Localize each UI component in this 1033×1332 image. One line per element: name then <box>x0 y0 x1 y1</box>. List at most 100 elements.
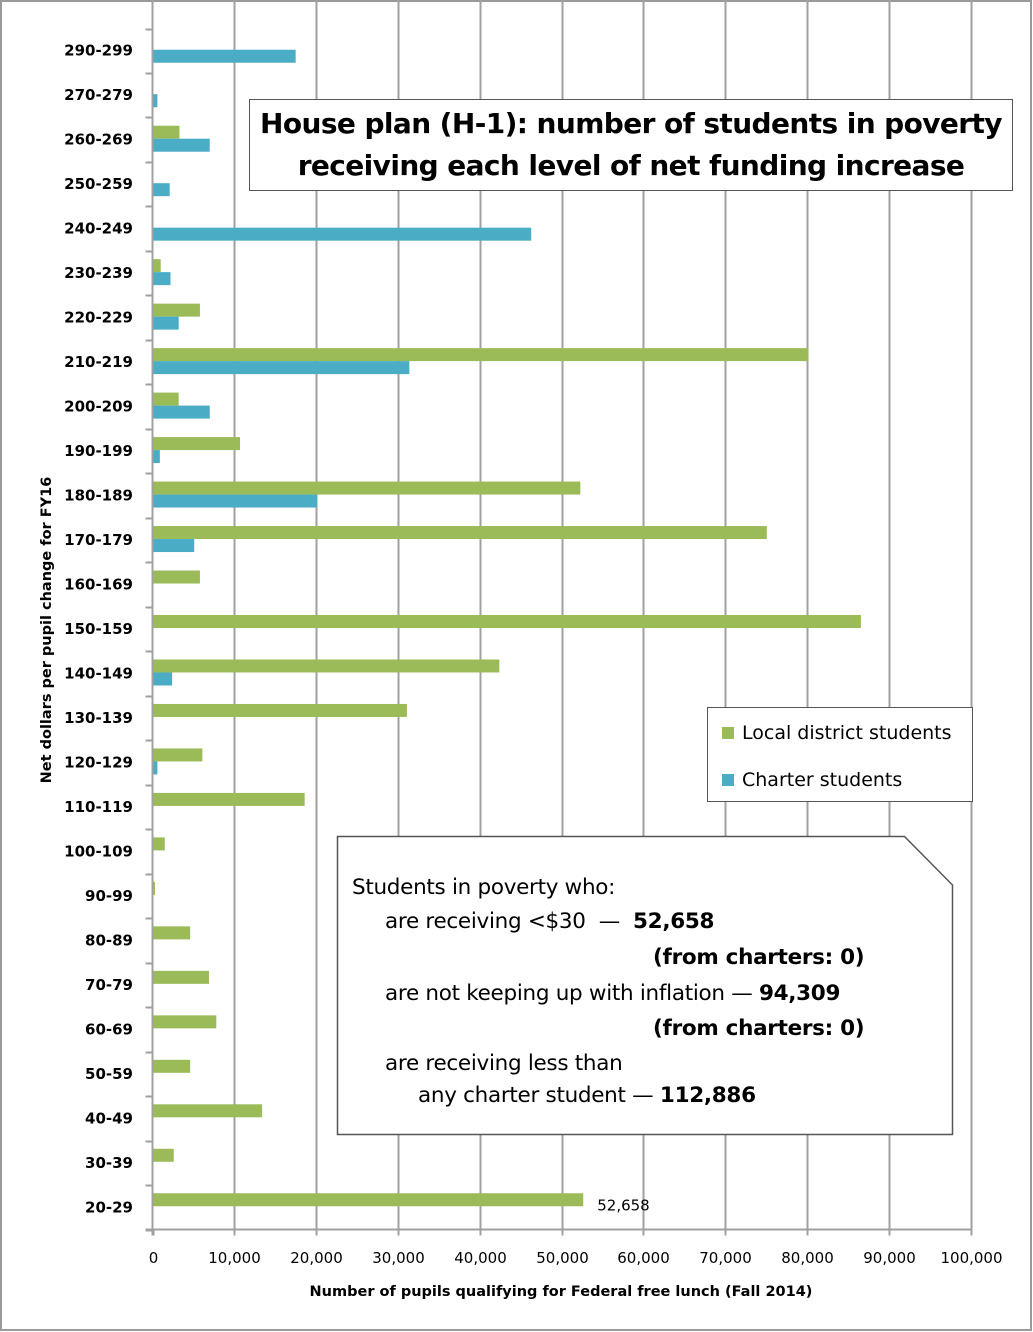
y-axis-title: Net dollars per pupil change for FY16 <box>39 477 55 784</box>
annotation-line-3: are receiving less than <box>385 1051 623 1076</box>
bar-charter-230-239 <box>152 272 171 286</box>
bar-local-110-119 <box>152 792 305 806</box>
legend-label-local: Local district students <box>742 722 952 744</box>
x-tick-label: 50,000 <box>536 1249 589 1267</box>
x-tick-label: 80,000 <box>781 1249 834 1267</box>
chart-title-box: House plan (H-1): number of students in … <box>249 99 1013 191</box>
category-label: 190-199 <box>64 442 133 460</box>
legend-label-charter: Charter students <box>742 769 903 791</box>
annotation-line-2-value: 94,309 <box>758 981 841 1006</box>
bar-local-230-239 <box>152 259 161 273</box>
category-label: 120-129 <box>64 753 133 771</box>
category-label: 110-119 <box>64 798 133 816</box>
category-label: 270-279 <box>64 86 133 104</box>
chart-title-line-2: receiving each level of net funding incr… <box>297 149 965 182</box>
annotation-heading: Students in poverty who: <box>352 875 616 900</box>
annotation-line-4-value: 112,886 <box>659 1083 756 1108</box>
annotation-line-1-text: are receiving <$30 — <box>385 909 634 934</box>
legend: Local district students Charter students <box>707 707 973 802</box>
x-tick-label: 10,000 <box>208 1249 261 1267</box>
bar-local-20-29 <box>152 1193 584 1207</box>
category-label: 230-239 <box>64 264 133 282</box>
annotation-line-1-sub-text: (from charters: 0) <box>653 945 865 970</box>
bar-local-150-159 <box>152 615 861 628</box>
annotation-line-2-sub-text: (from charters: 0) <box>653 1016 865 1041</box>
bar-charter-180-189 <box>152 494 317 508</box>
bar-charter-270-279 <box>152 94 158 108</box>
category-label: 90-99 <box>85 887 133 905</box>
category-label: 80-89 <box>85 931 133 949</box>
x-tick-label: 30,000 <box>372 1249 425 1267</box>
legend-swatch-charter <box>722 774 734 786</box>
category-label: 50-59 <box>85 1065 133 1083</box>
annotation-box <box>336 835 954 1136</box>
bar-charter-290-299 <box>152 49 296 63</box>
category-label: 140-149 <box>64 664 133 682</box>
bar-local-60-69 <box>152 1015 217 1029</box>
chart-title-line-1: House plan (H-1): number of students in … <box>260 107 1003 140</box>
category-label: 150-159 <box>64 620 133 638</box>
bar-charter-120-129 <box>152 761 158 775</box>
bar-local-100-109 <box>152 837 165 851</box>
category-label: 250-259 <box>64 175 133 193</box>
bar-charter-170-179 <box>152 539 195 553</box>
annotation-line-2: are not keeping up with inflation — 94,3… <box>385 981 840 1006</box>
category-label: 160-169 <box>64 576 133 594</box>
bar-local-180-189 <box>152 481 581 495</box>
annotation-line-2-text: are not keeping up with inflation — <box>385 981 759 1006</box>
category-label: 170-179 <box>64 531 133 549</box>
bar-charter-220-229 <box>152 316 179 330</box>
bar-local-90-99 <box>152 881 155 895</box>
bar-local-80-89 <box>152 926 191 940</box>
bar-local-70-79 <box>152 970 209 984</box>
category-label: 70-79 <box>85 976 133 994</box>
data-labels: 52,658 <box>597 1196 650 1214</box>
bar-local-210-219 <box>152 348 809 362</box>
legend-item-charter: Charter students <box>722 769 902 791</box>
category-label: 210-219 <box>64 353 133 371</box>
x-tick-label: 70,000 <box>699 1249 752 1267</box>
x-tick-label: 20,000 <box>290 1249 343 1267</box>
annotation-line-2-sub: (from charters: 0) <box>653 1016 865 1041</box>
legend-swatch-local <box>722 727 734 739</box>
x-tick-label: 60,000 <box>617 1249 670 1267</box>
bar-charter-240-249 <box>152 227 532 241</box>
category-label: 260-269 <box>64 131 133 149</box>
bar-local-160-169 <box>152 570 200 584</box>
category-label: 100-109 <box>64 842 133 860</box>
category-label: 200-209 <box>64 398 133 416</box>
x-axis-title: Number of pupils qualifying for Federal … <box>310 1284 813 1300</box>
category-label: 130-139 <box>64 709 133 727</box>
annotation-line-1-value: 52,658 <box>633 909 715 934</box>
category-label: 30-39 <box>85 1154 133 1172</box>
bar-local-30-39 <box>152 1148 174 1162</box>
x-tick-label: 40,000 <box>454 1249 507 1267</box>
bar-local-50-59 <box>152 1059 191 1073</box>
annotation-line-4-text: any charter student — <box>418 1083 660 1108</box>
x-tick-label: 90,000 <box>863 1249 916 1267</box>
bar-charter-200-209 <box>152 405 210 419</box>
bar-local-40-49 <box>152 1104 263 1118</box>
bar-charter-210-219 <box>152 361 410 375</box>
category-label: 20-29 <box>85 1198 133 1216</box>
category-label: 240-249 <box>64 220 133 238</box>
bar-charter-190-199 <box>152 450 160 464</box>
annotation-line-1-sub: (from charters: 0) <box>653 945 865 970</box>
data-label: 52,658 <box>597 1196 650 1214</box>
category-label: 220-229 <box>64 309 133 327</box>
category-label: 290-299 <box>64 42 133 60</box>
bar-local-140-149 <box>152 659 500 673</box>
bar-local-130-139 <box>152 703 407 717</box>
category-label: 60-69 <box>85 1020 133 1038</box>
category-label: 40-49 <box>85 1109 133 1127</box>
bar-charter-140-149 <box>152 672 173 686</box>
bars <box>152 49 861 1207</box>
annotation-line-1: are receiving <$30 — 52,658 <box>385 909 714 934</box>
bar-local-190-199 <box>152 437 241 451</box>
legend-item-local: Local district students <box>722 722 952 744</box>
x-tick-label: 0 <box>149 1249 159 1267</box>
annotation-line-4: any charter student — 112,886 <box>418 1083 756 1108</box>
bar-local-170-179 <box>152 526 767 540</box>
bar-charter-260-269 <box>152 138 210 152</box>
